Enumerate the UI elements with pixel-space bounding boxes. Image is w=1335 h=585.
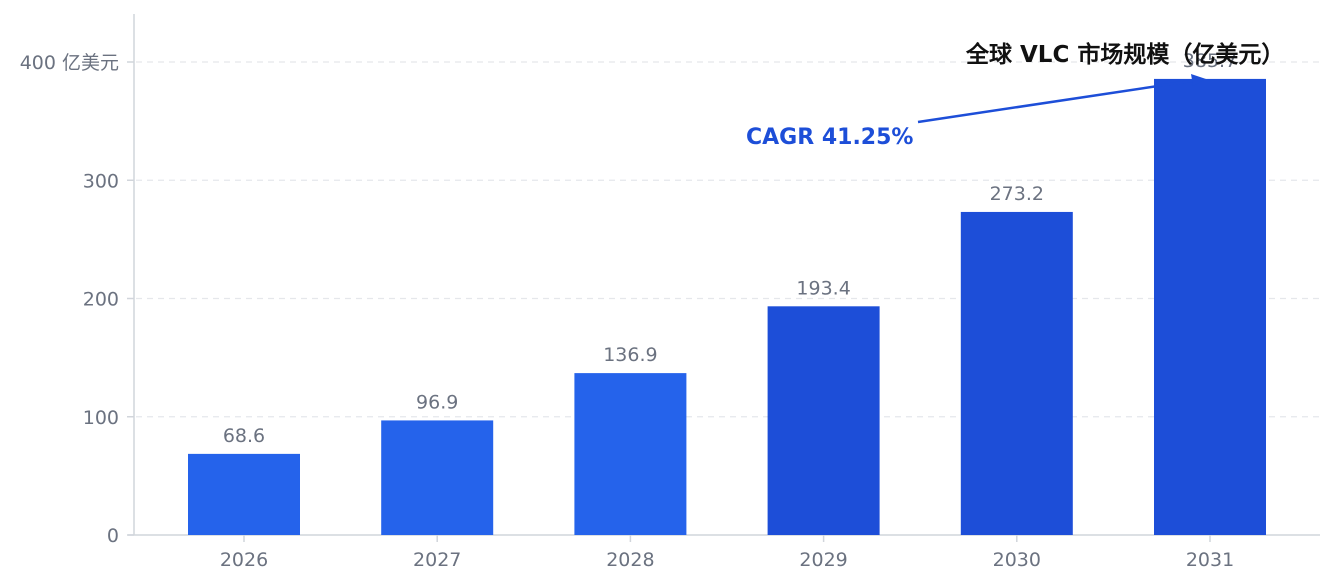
- data-labels: 68.6 96.9 136.9 193.4 273.2 385.7: [223, 50, 1237, 447]
- bar-2029: [767, 306, 880, 535]
- cagr-arrow-head: [1191, 74, 1206, 86]
- cagr-arrow-line: [917, 78, 1199, 124]
- bar-2027: [381, 420, 494, 535]
- x-tick-label: 2028: [606, 549, 654, 571]
- data-label: 193.4: [796, 277, 850, 299]
- y-tick-label: 0: [107, 525, 119, 547]
- bars: [188, 78, 1266, 536]
- y-tick-label: 200: [83, 289, 119, 311]
- bar-2026: [188, 453, 300, 535]
- data-label: 273.2: [990, 183, 1044, 205]
- grid-lines: [136, 61, 1320, 418]
- x-tick-label: 2031: [1186, 549, 1234, 571]
- bar-2031: [1154, 78, 1266, 535]
- bar-2028: [574, 373, 687, 535]
- data-label: 68.6: [223, 425, 265, 447]
- data-label: 385.7: [1183, 50, 1237, 72]
- data-label: 96.9: [416, 391, 458, 413]
- x-tick-label: 2027: [413, 549, 461, 571]
- x-tick-label: 2026: [220, 549, 268, 571]
- y-axis-ticks: 0 100 200 300 400 亿美元: [20, 52, 134, 547]
- y-tick-label: 100: [83, 407, 119, 429]
- cagr-annotation: CAGR 41.25%: [746, 125, 913, 150]
- x-tick-label: 2030: [993, 549, 1041, 571]
- x-tick-label: 2029: [799, 549, 847, 571]
- bar-2030: [960, 211, 1073, 536]
- x-axis-ticks: 2026 2027 2028 2029 2030 2031: [220, 535, 1234, 571]
- data-label: 136.9: [603, 344, 657, 366]
- chart-title: 全球 VLC 市场规模（亿美元）: [965, 41, 1284, 68]
- y-tick-label: 300: [83, 170, 119, 192]
- y-tick-label: 400 亿美元: [20, 52, 119, 74]
